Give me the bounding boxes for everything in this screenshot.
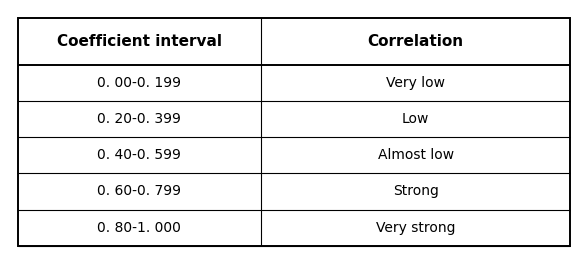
Text: 0. 20-0. 399: 0. 20-0. 399 <box>97 112 181 126</box>
Text: Very low: Very low <box>386 76 445 90</box>
Text: 0. 00-0. 199: 0. 00-0. 199 <box>97 76 181 90</box>
Text: Almost low: Almost low <box>377 148 454 162</box>
Text: Very strong: Very strong <box>376 221 455 235</box>
Text: 0. 40-0. 599: 0. 40-0. 599 <box>97 148 181 162</box>
Bar <box>18 18 570 246</box>
Text: Coefficient interval: Coefficient interval <box>56 34 222 49</box>
Text: Correlation: Correlation <box>368 34 464 49</box>
Text: 0. 60-0. 799: 0. 60-0. 799 <box>97 184 181 198</box>
Text: 0. 80-1. 000: 0. 80-1. 000 <box>97 221 181 235</box>
Text: Strong: Strong <box>393 184 439 198</box>
Bar <box>18 18 570 246</box>
Text: Low: Low <box>402 112 429 126</box>
